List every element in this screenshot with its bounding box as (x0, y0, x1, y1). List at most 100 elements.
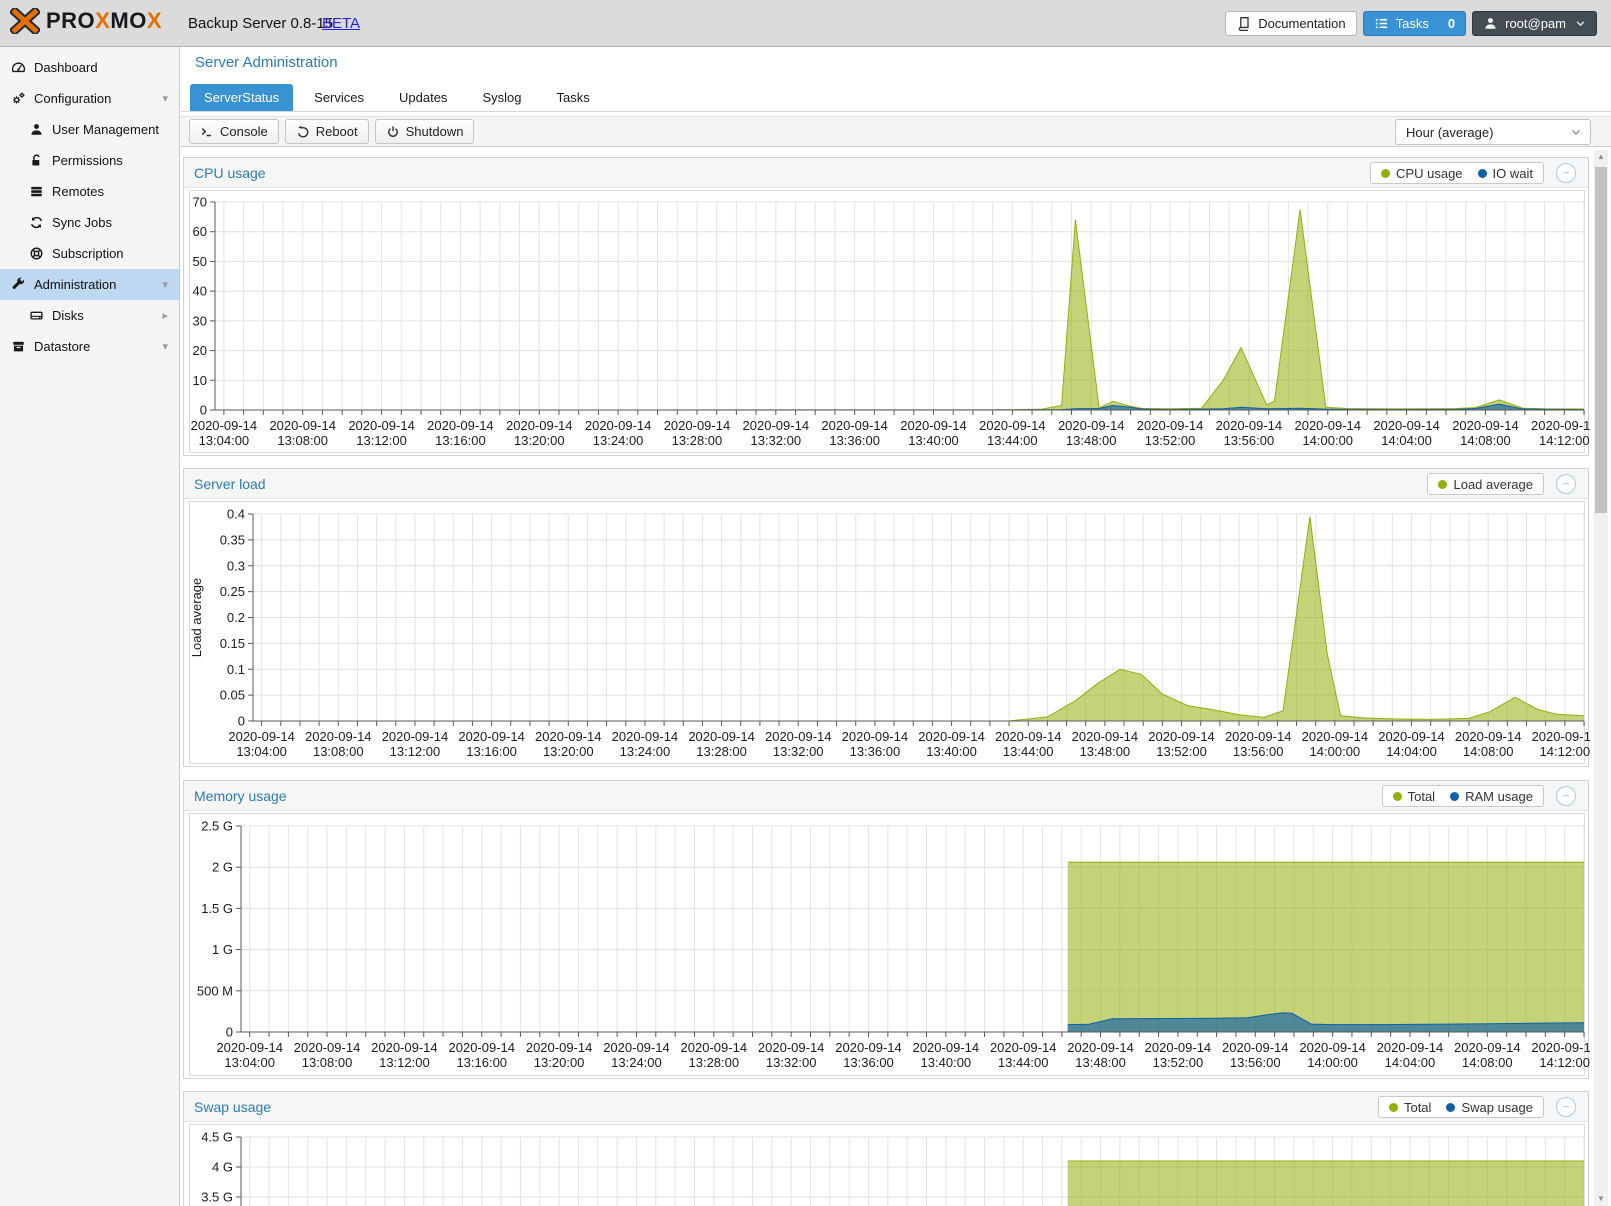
svg-text:2020-09-14: 2020-09-14 (765, 729, 832, 744)
user-icon (1483, 16, 1498, 31)
svg-text:2020-09-14: 2020-09-14 (900, 418, 967, 433)
svg-text:13:28:00: 13:28:00 (696, 744, 747, 759)
panel-title: CPU usage (194, 158, 266, 188)
panel-memory-usage: Memory usageTotalRAM usage−0500 M1 G1.5 … (183, 780, 1589, 1079)
sidebar-item-configuration[interactable]: Configuration ▾ (0, 83, 179, 114)
svg-text:2020-09-14: 2020-09-14 (1455, 729, 1522, 744)
svg-text:0.4: 0.4 (227, 507, 245, 522)
svg-text:0: 0 (226, 1025, 233, 1040)
documentation-label: Documentation (1258, 16, 1345, 31)
logged-in-user: root@pam (1505, 16, 1566, 31)
svg-text:0.2: 0.2 (227, 610, 245, 625)
svg-text:2020-09-14: 2020-09-14 (1294, 418, 1361, 433)
svg-text:0.35: 0.35 (220, 532, 245, 547)
svg-text:50: 50 (193, 254, 207, 269)
user-menu-button[interactable]: root@pam (1472, 11, 1597, 36)
shutdown-button[interactable]: Shutdown (375, 119, 475, 144)
svg-text:13:16:00: 13:16:00 (435, 433, 486, 448)
svg-text:2020-09-14: 2020-09-14 (1222, 1040, 1289, 1055)
proxmox-logo: PROXMOX (10, 8, 162, 34)
sidebar-item-disks[interactable]: Disks▸ (0, 300, 179, 331)
collapse-panel-button[interactable]: − (1556, 786, 1576, 806)
sidebar-item-label: Administration (34, 277, 116, 292)
chevron-down-icon: ▾ (162, 340, 168, 353)
legend-item-total[interactable]: Total (1389, 1100, 1431, 1115)
legend-item-ram-usage[interactable]: RAM usage (1450, 789, 1533, 804)
sidebar-item-remotes[interactable]: Remotes (0, 176, 179, 207)
sidebar-item-user-management[interactable]: User Management (0, 114, 179, 145)
legend-label: CPU usage (1396, 166, 1462, 181)
chart-body: 0102030405060702020-09-1413:04:002020-09… (184, 188, 1588, 455)
gears-icon (11, 91, 26, 106)
svg-text:10: 10 (193, 373, 207, 388)
tab-tasks[interactable]: Tasks (542, 84, 603, 111)
tab-serverstatus[interactable]: ServerStatus (190, 84, 293, 111)
svg-text:13:28:00: 13:28:00 (672, 433, 723, 448)
svg-text:0.25: 0.25 (220, 584, 245, 599)
legend-item-load-average[interactable]: Load average (1438, 477, 1533, 492)
time-range-select[interactable]: Hour (average) (1395, 119, 1591, 145)
scrollbar-thumb[interactable] (1595, 167, 1607, 513)
console-button[interactable]: Console (189, 119, 279, 144)
sidebar-item-subscription[interactable]: Subscription (0, 238, 179, 269)
panel-swap-usage: Swap usageTotalSwap usage−0500 M1 G1.5 G… (183, 1091, 1589, 1206)
panel-header: Server loadLoad average− (184, 469, 1588, 499)
svg-text:2020-09-14: 2020-09-14 (1225, 729, 1292, 744)
svg-text:2020-09-14: 2020-09-14 (506, 418, 573, 433)
sidebar-item-label: Configuration (34, 91, 111, 106)
svg-text:2 G: 2 G (212, 860, 233, 875)
tasks-label: Tasks (1396, 16, 1429, 31)
sidebar-item-permissions[interactable]: Permissions (0, 145, 179, 176)
legend-item-cpu-usage[interactable]: CPU usage (1381, 166, 1462, 181)
svg-text:13:12:00: 13:12:00 (379, 1055, 430, 1070)
hdd-icon (29, 308, 44, 323)
tab-divider (181, 111, 1611, 112)
page-title: Server Administration (195, 54, 338, 71)
button-label: Reboot (316, 124, 358, 139)
sidebar-item-dashboard[interactable]: Dashboard (0, 52, 179, 83)
sidebar-item-sync-jobs[interactable]: Sync Jobs (0, 207, 179, 238)
svg-text:13:16:00: 13:16:00 (466, 744, 517, 759)
dashboard-icon (11, 60, 26, 75)
svg-text:2020-09-14: 2020-09-14 (1216, 418, 1283, 433)
scroll-up-arrow[interactable]: ▲ (1594, 150, 1608, 164)
panel-title: Swap usage (194, 1092, 271, 1122)
svg-text:4 G: 4 G (212, 1160, 233, 1175)
tab-updates[interactable]: Updates (385, 84, 461, 111)
legend-item-swap-usage[interactable]: Swap usage (1446, 1100, 1533, 1115)
legend-item-total[interactable]: Total (1393, 789, 1435, 804)
scroll-down-arrow[interactable]: ▼ (1594, 1192, 1608, 1206)
beta-link[interactable]: BETA (322, 15, 360, 32)
svg-text:14:12:00: 14:12:00 (1539, 433, 1590, 448)
unlock-icon (29, 153, 44, 168)
reboot-button[interactable]: Reboot (285, 119, 369, 144)
svg-text:2020-09-14: 2020-09-14 (305, 729, 372, 744)
memory-usage-chart: 0500 M1 G1.5 G2 G2.5 G2020-09-1413:04:00… (184, 811, 1590, 1080)
tasks-button[interactable]: Tasks 0 (1363, 11, 1466, 36)
svg-text:13:40:00: 13:40:00 (908, 433, 959, 448)
svg-text:20: 20 (193, 343, 207, 358)
svg-text:2020-09-14: 2020-09-14 (913, 1040, 980, 1055)
svg-text:13:20:00: 13:20:00 (543, 744, 594, 759)
legend-item-io-wait[interactable]: IO wait (1478, 166, 1533, 181)
svg-text:2020-09-14: 2020-09-14 (1373, 418, 1440, 433)
collapse-panel-button[interactable]: − (1556, 163, 1576, 183)
svg-text:Load average: Load average (189, 578, 204, 658)
collapse-panel-button[interactable]: − (1556, 474, 1576, 494)
toolbar-buttons: Console Reboot Shutdown (189, 119, 474, 144)
header-actions: Documentation Tasks 0 root@pam (1225, 11, 1597, 36)
documentation-button[interactable]: Documentation (1225, 11, 1356, 36)
svg-text:13:16:00: 13:16:00 (456, 1055, 507, 1070)
sidebar-item-datastore[interactable]: Datastore▾ (0, 331, 179, 362)
collapse-panel-button[interactable]: − (1556, 1097, 1576, 1117)
svg-text:13:48:00: 13:48:00 (1080, 744, 1131, 759)
svg-text:14:04:00: 14:04:00 (1381, 433, 1432, 448)
svg-text:13:04:00: 13:04:00 (199, 433, 250, 448)
tab-services[interactable]: Services (300, 84, 378, 111)
sidebar-item-administration[interactable]: Administration▾ (0, 269, 179, 300)
reboot-icon (296, 125, 310, 139)
svg-text:70: 70 (193, 195, 207, 210)
tab-syslog[interactable]: Syslog (468, 84, 535, 111)
chevron-down-icon: ▾ (162, 92, 168, 105)
svg-text:13:36:00: 13:36:00 (829, 433, 880, 448)
